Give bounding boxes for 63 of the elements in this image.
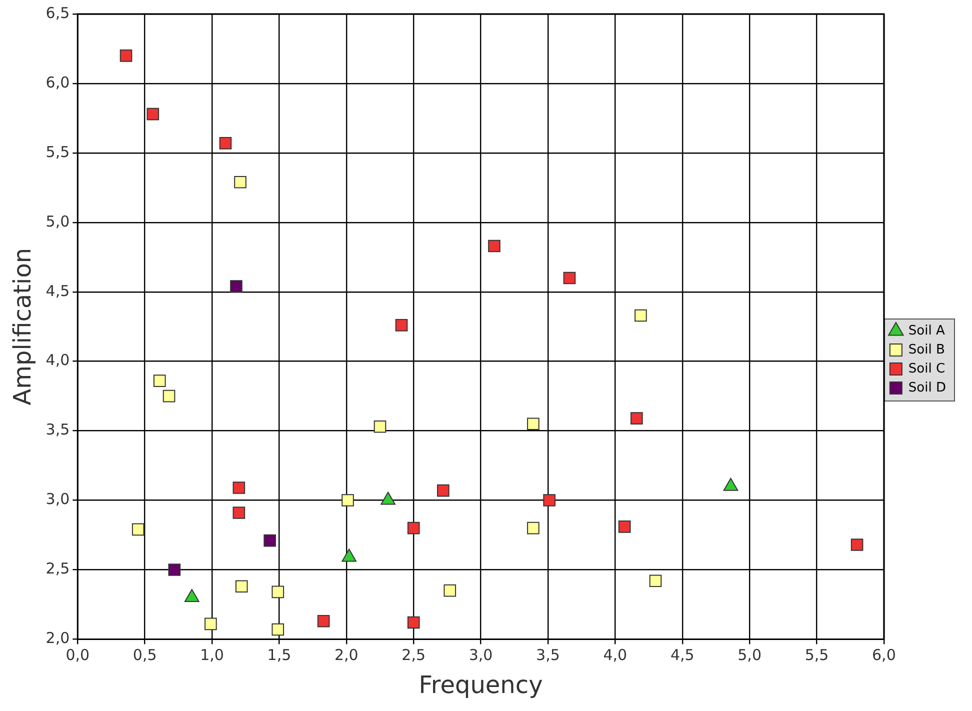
point [232, 482, 246, 494]
point [219, 137, 232, 150]
y-tick-label: 2,0 [46, 629, 70, 648]
y-tick-label: 4,0 [46, 351, 70, 370]
point [618, 520, 631, 533]
point [407, 522, 420, 534]
point [395, 319, 408, 332]
point [272, 586, 284, 598]
legend-label: Soil D [908, 380, 946, 396]
x-tick-label: 2,5 [402, 646, 426, 664]
point [204, 618, 217, 630]
x-tick-label: 4,0 [603, 646, 628, 664]
point [168, 564, 181, 576]
point [230, 280, 242, 292]
x-tick-label: 3,0 [468, 646, 493, 664]
point [374, 420, 386, 433]
y-tick-label: 6,5 [46, 4, 70, 22]
x-tick-label: 0,5 [132, 646, 157, 664]
point [527, 418, 540, 430]
legend-label: Soil C [908, 361, 946, 376]
point [342, 494, 354, 506]
x-tick-label: 2,0 [334, 646, 358, 664]
y-tick-label: 5,0 [46, 212, 70, 230]
x-tick-label: 4,5 [670, 646, 694, 664]
point [649, 574, 662, 588]
point [527, 522, 540, 534]
point [543, 494, 556, 506]
point [162, 390, 176, 402]
point [232, 506, 246, 519]
point [630, 412, 643, 424]
y-tick-label: 2,5 [46, 560, 70, 578]
y-tick-label: 3,0 [46, 490, 70, 508]
point [120, 50, 132, 62]
point [272, 623, 284, 636]
point [317, 614, 330, 628]
point [488, 240, 500, 252]
y-axis-title: Amplification [8, 248, 37, 406]
y-tick-label: 5,5 [46, 142, 70, 161]
point [153, 374, 166, 387]
point [634, 309, 647, 322]
x-axis-title: Frequency [418, 670, 543, 699]
point [444, 584, 456, 597]
point [407, 616, 420, 629]
x-tick-label: 1,0 [200, 646, 224, 664]
point [146, 108, 160, 120]
x-tick-label: 5,0 [738, 646, 762, 664]
x-tick-label: 0,0 [66, 646, 90, 664]
x-tick-label: 6,0 [872, 646, 896, 664]
y-tick-label: 6,0 [46, 73, 70, 92]
y-tick-label: 3,5 [46, 420, 70, 439]
x-tick-label: 5,5 [804, 646, 829, 664]
legend-label: Soil A [908, 323, 945, 338]
point [563, 272, 576, 284]
x-tick-label: 1,5 [267, 646, 292, 664]
legend-label: Soil B [908, 342, 945, 358]
x-tick-label: 3,5 [536, 646, 560, 664]
point [437, 484, 450, 497]
point [850, 538, 864, 551]
point [235, 580, 248, 593]
y-tick-label: 4,5 [46, 282, 70, 300]
point [132, 523, 144, 536]
point [234, 176, 246, 188]
point [264, 534, 276, 547]
